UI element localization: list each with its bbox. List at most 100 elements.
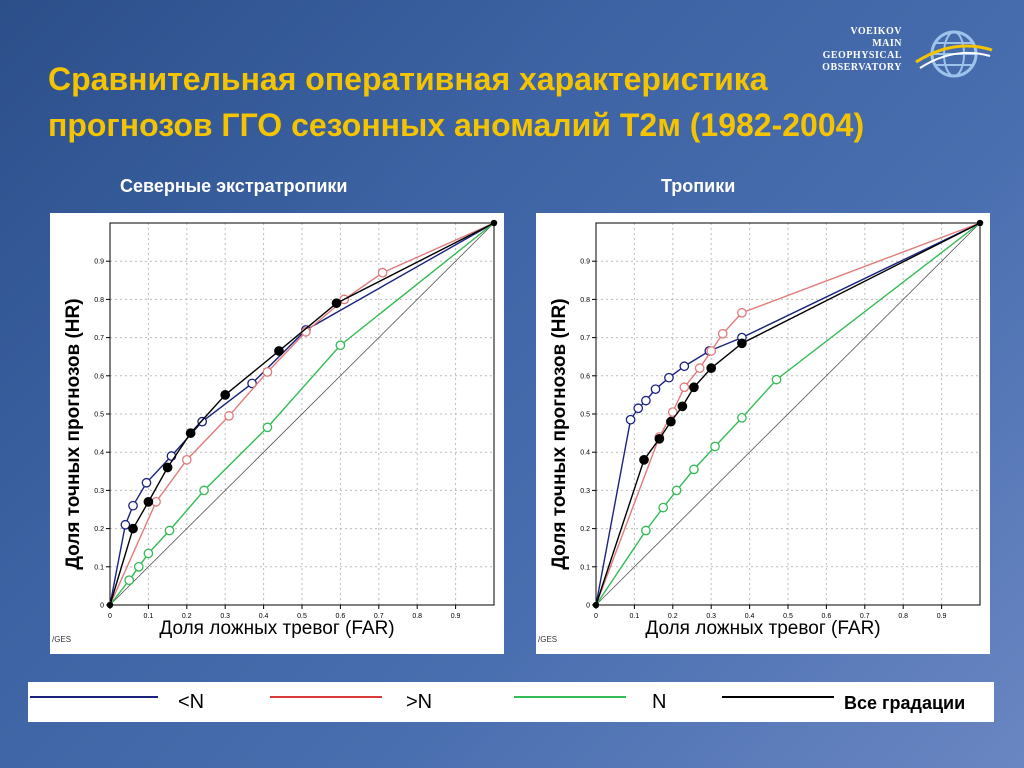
legend-swatch	[514, 696, 626, 698]
observatory-logo: VOEIKOV MAIN GEOPHYSICAL OBSERVATORY	[820, 24, 1010, 80]
logo-line-4: OBSERVATORY	[822, 62, 902, 73]
data-point	[262, 367, 273, 377]
y-tick-label: 0.9	[580, 259, 590, 266]
x-tick-label: 0.9	[451, 613, 461, 620]
data-point	[666, 416, 676, 427]
data-point	[490, 219, 498, 227]
diagonal-line	[595, 222, 981, 606]
logo-line-2: MAIN	[872, 38, 902, 49]
y-tick-label: 0.4	[94, 450, 104, 457]
x-tick-label: 0.6	[822, 613, 832, 620]
y-tick-label: 0.1	[580, 564, 590, 571]
data-point	[274, 346, 284, 356]
x-tick-label: 0.6	[336, 613, 346, 620]
y-tick-label: 0.3	[580, 488, 590, 495]
data-point	[737, 338, 747, 349]
y-tick-label: 0.6	[580, 373, 590, 380]
chart-panel-tropics: 0 0.1 0.2 0.3 0.4 0.5 0.6 0.7 0.8 0.9 0 0.1 0.2 0.3 0.…	[536, 213, 990, 654]
x-tick-label: 0.4	[259, 613, 269, 620]
legend-swatch	[722, 696, 834, 698]
data-point	[162, 462, 173, 473]
y-axis-label: Доля точных прогнозов (HR)	[63, 298, 84, 570]
x-tick-label: 0.8	[898, 613, 908, 620]
data-point	[197, 416, 208, 427]
data-point	[737, 307, 747, 318]
roc-chart-tropics: 0 0.1 0.2 0.3 0.4 0.5 0.6 0.7 0.8 0.9 0 0.1 0.2 0.3 0.…	[580, 219, 984, 620]
data-point	[199, 485, 209, 496]
data-point	[185, 428, 196, 438]
legend-item-normal: N	[510, 682, 750, 722]
data-point	[689, 382, 699, 393]
x-axis-label: Доля ложных тревог (FAR)	[159, 618, 395, 639]
panel-title-tropics: Тропики	[661, 176, 736, 196]
data-point	[164, 525, 175, 536]
watermark: /GES	[538, 635, 558, 644]
x-tick-label: 0.1	[144, 613, 154, 620]
data-point	[667, 407, 678, 417]
x-tick-label: 0.7	[860, 613, 870, 620]
data-point	[141, 477, 152, 488]
y-tick-label: 0.3	[94, 488, 104, 495]
data-point	[976, 219, 984, 227]
legend-label: Все градации	[844, 693, 966, 713]
slide-title: Сравнительная оперативная характеристика…	[48, 56, 908, 148]
data-point	[133, 561, 144, 572]
data-point	[143, 497, 154, 507]
y-tick-label: 0.6	[94, 373, 104, 380]
y-tick-label: 0.4	[580, 450, 590, 457]
x-tick-label: 0.3	[220, 613, 230, 620]
x-tick-label: 0.8	[412, 613, 422, 620]
data-point	[641, 525, 651, 536]
y-tick-label: 0.8	[94, 297, 104, 304]
legend-label: >N	[406, 691, 433, 713]
logo-line-3: GEOPHYSICAL	[822, 50, 902, 61]
data-point	[650, 384, 661, 395]
data-point	[658, 502, 669, 513]
diagonal-line	[109, 222, 495, 606]
x-tick-label: 0	[108, 613, 112, 620]
logo-line-1: VOEIKOV	[850, 26, 902, 37]
data-point	[641, 395, 651, 406]
legend-swatch	[270, 696, 382, 698]
data-point	[679, 382, 690, 393]
data-point	[106, 601, 114, 609]
x-tick-label: 0.2	[182, 613, 192, 620]
y-tick-label: 0.5	[94, 412, 104, 419]
legend-label: N	[652, 691, 667, 713]
data-point	[220, 390, 231, 400]
x-axis-label: Доля ложных тревог (FAR)	[645, 618, 881, 639]
data-point	[128, 500, 138, 511]
legend: <N >N N Все градации	[28, 682, 994, 722]
x-tick-label: 0.4	[745, 613, 755, 620]
logo-text: VOEIKOV MAIN GEOPHYSICAL OBSERVATORY	[822, 26, 902, 74]
panel-title-extratropics: Северные экстратропики	[120, 176, 348, 196]
data-point	[625, 414, 636, 425]
x-tick-label: 0.7	[374, 613, 384, 620]
legend-swatch	[30, 696, 158, 698]
data-point	[377, 267, 388, 278]
x-tick-label: 0.1	[630, 613, 640, 620]
chart-panel-extratropics: 0 0.1 0.2 0.3 0.4 0.5 0.6 0.7 0.8 0.9 0 0.1 0.2 0.3 0.…	[50, 213, 504, 654]
y-tick-label: 0.1	[94, 564, 104, 571]
x-tick-label: 0.5	[783, 613, 793, 620]
data-point	[166, 451, 177, 461]
x-tick-label: 0.5	[297, 613, 307, 620]
y-tick-label: 0	[586, 603, 590, 610]
legend-item-all-categories: Все градации	[722, 682, 994, 722]
data-point	[710, 441, 720, 452]
x-tick-label: 0.9	[937, 613, 947, 620]
y-tick-label: 0.8	[580, 297, 590, 304]
data-point	[717, 328, 728, 339]
data-point	[654, 433, 665, 444]
data-point	[124, 575, 135, 586]
title-line-2: прогнозов ГГО сезонных аномалий Т2м (198…	[48, 107, 865, 143]
data-point	[639, 454, 649, 465]
data-point	[737, 412, 747, 423]
y-tick-label: 0	[100, 603, 104, 610]
x-tick-label: 0.2	[668, 613, 678, 620]
data-point	[181, 454, 192, 465]
data-point	[694, 363, 705, 374]
y-tick-label: 0.7	[580, 335, 590, 342]
data-point	[677, 401, 688, 412]
data-point	[689, 464, 699, 475]
